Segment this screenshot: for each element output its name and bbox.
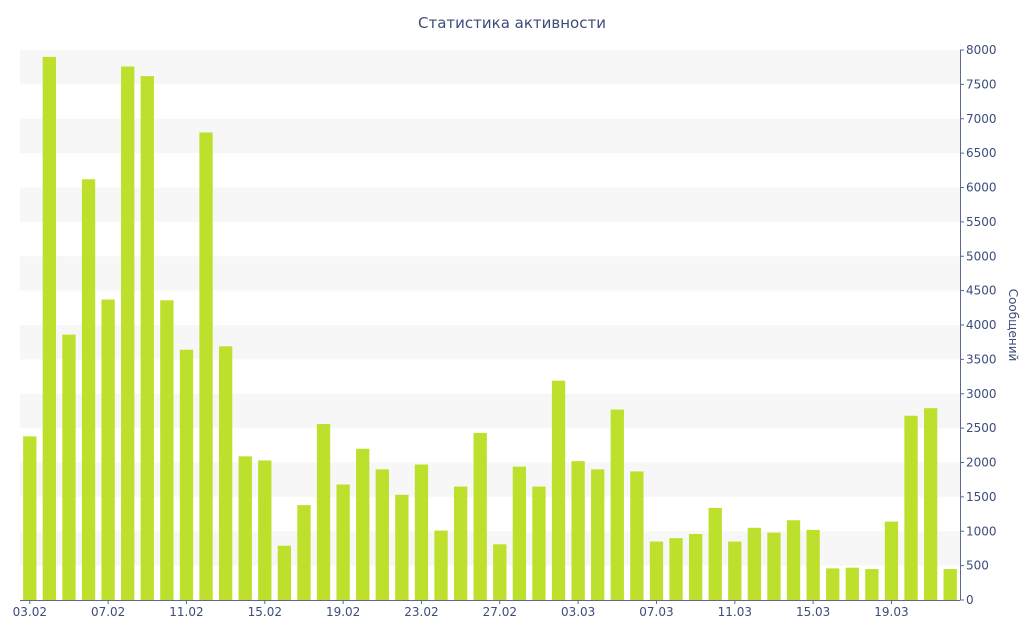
bar-07.03 xyxy=(649,541,664,600)
bar-21.03 xyxy=(923,408,938,600)
bar-11.03 xyxy=(728,541,742,600)
bar-06.03 xyxy=(630,471,644,600)
bar-09.03 xyxy=(688,534,703,600)
bar-06.02 xyxy=(81,179,96,600)
bar-19.02 xyxy=(336,484,350,600)
bar-28.02 xyxy=(512,466,527,600)
bar-05.02 xyxy=(62,334,76,600)
x-tick-label: 23.02 xyxy=(404,605,438,619)
x-tick-label: 03.02 xyxy=(13,605,47,619)
x-tick-label: 19.02 xyxy=(326,605,360,619)
bar-20.03 xyxy=(904,415,918,600)
x-tick-label: 07.02 xyxy=(91,605,125,619)
bar-21.02 xyxy=(375,469,389,600)
bar-19.03 xyxy=(884,521,899,600)
grid-band xyxy=(20,118,960,154)
bar-08.03 xyxy=(669,538,683,600)
grid-band xyxy=(20,50,960,85)
y-axis-label: Сообщений xyxy=(1006,289,1020,362)
bar-08.02 xyxy=(121,66,135,600)
bar-12.03 xyxy=(747,527,762,600)
grid-band xyxy=(20,325,960,360)
bar-17.02 xyxy=(297,505,311,600)
y-tick-label: 1500 xyxy=(966,490,997,504)
x-tick-label: 27.02 xyxy=(483,605,517,619)
y-tick-label: 5500 xyxy=(966,215,997,229)
bar-13.02 xyxy=(218,346,233,600)
bar-01.03 xyxy=(532,486,546,600)
bar-14.02 xyxy=(238,456,252,600)
y-tick-label: 0 xyxy=(966,593,974,607)
bar-13.03 xyxy=(767,532,781,600)
bar-15.03 xyxy=(806,529,820,600)
x-ticks: 03.02 07.02 11.02 15.02 19.02 23.02 27.02 03.03… xyxy=(13,600,909,619)
bar-04.03 xyxy=(591,469,605,600)
bar-05.03 xyxy=(610,409,624,600)
bar-02.03 xyxy=(551,380,566,600)
bar-15.02 xyxy=(258,460,272,600)
grid-band xyxy=(20,187,960,222)
bar-18.03 xyxy=(865,569,879,600)
bar-18.02 xyxy=(316,424,331,600)
y-tick-label: 3500 xyxy=(966,352,997,366)
bar-27.02 xyxy=(493,544,507,600)
y-tick-label: 3000 xyxy=(966,387,997,401)
bar-17.03 xyxy=(845,567,859,600)
y-tick-label: 7000 xyxy=(966,112,997,126)
bar-14.03 xyxy=(786,520,801,600)
y-tick-label: 6000 xyxy=(966,181,997,195)
x-tick-label: 15.03 xyxy=(796,605,830,619)
bar-24.02 xyxy=(434,530,448,600)
y-tick-label: 500 xyxy=(966,559,989,573)
y-tick-label: 7500 xyxy=(966,77,997,91)
chart-title: Статистика активности xyxy=(418,14,606,32)
bar-22.03 xyxy=(943,569,957,600)
y-ticks: 0 500 1000 1500 2000 2500 3000 3500 4000 4500 5000… xyxy=(960,43,997,607)
y-tick-label: 8000 xyxy=(966,43,997,57)
grid-band xyxy=(20,462,960,497)
bar-10.02 xyxy=(160,300,174,600)
bar-10.03 xyxy=(708,507,722,600)
bar-22.02 xyxy=(395,494,409,600)
y-tick-label: 6500 xyxy=(966,146,997,160)
bar-16.03 xyxy=(826,568,840,600)
bar-26.02 xyxy=(473,432,487,600)
x-tick-label: 11.02 xyxy=(169,605,203,619)
x-tick-label: 19.03 xyxy=(874,605,908,619)
bar-04.02 xyxy=(42,56,57,600)
bar-20.02 xyxy=(356,448,370,600)
y-tick-label: 5000 xyxy=(966,249,997,263)
bar-12.02 xyxy=(199,132,213,600)
bar-16.02 xyxy=(277,545,292,600)
bar-09.02 xyxy=(140,76,154,600)
bar-03.02 xyxy=(23,436,37,600)
y-tick-label: 2000 xyxy=(966,456,997,470)
bar-03.03 xyxy=(571,461,585,600)
bar-11.02 xyxy=(179,349,194,600)
bar-23.02 xyxy=(414,464,429,600)
bar-07.02 xyxy=(101,299,115,600)
y-tick-label: 4500 xyxy=(966,284,997,298)
y-tick-label: 4000 xyxy=(966,318,997,332)
grid-bands xyxy=(20,50,960,566)
x-tick-label: 15.02 xyxy=(248,605,282,619)
grid-band xyxy=(20,531,960,566)
bar-25.02 xyxy=(453,486,468,600)
x-tick-label: 03.03 xyxy=(561,605,595,619)
bars xyxy=(23,56,957,600)
y-tick-label: 2500 xyxy=(966,421,997,435)
x-tick-label: 07.03 xyxy=(639,605,673,619)
y-tick-label: 1000 xyxy=(966,524,997,538)
grid-band xyxy=(20,393,960,429)
x-tick-label: 11.03 xyxy=(718,605,752,619)
grid-band xyxy=(20,256,960,291)
